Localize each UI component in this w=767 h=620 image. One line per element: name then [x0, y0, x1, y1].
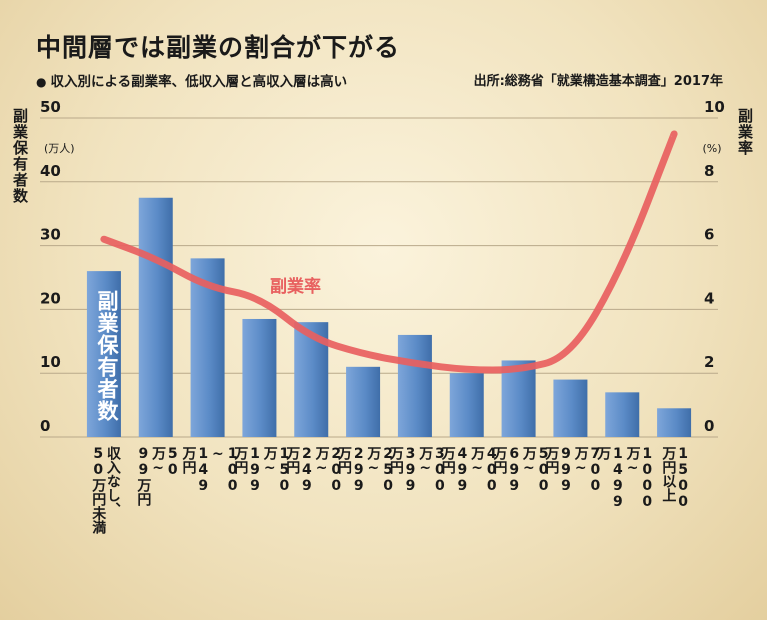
bar [86, 271, 121, 437]
right-tick-label: 10 [704, 98, 725, 116]
right-tick-label: 2 [704, 353, 714, 371]
bar [346, 366, 381, 437]
right-tick-label: 0 [704, 417, 714, 435]
left-tick-label: 0 [40, 417, 50, 435]
bar [242, 318, 277, 437]
left-tick-label: 10 [40, 353, 61, 371]
subtitle-text: 収入別による副業率、低収入層と高収入層は高い [50, 74, 348, 90]
x-tick-label: 700 万~ 999 万円 [543, 446, 604, 494]
x-tick-label: 100 ~ 149 万円 [180, 446, 241, 494]
right-tick-label: 8 [704, 162, 714, 180]
left-tick-label: 50 [40, 98, 61, 116]
x-tick-label: 300 万~ 399 万円 [387, 446, 448, 494]
x-tick-label: 1500 万円以上 [660, 446, 692, 510]
x-tick-label: 250 万~ 299 万円 [336, 446, 397, 494]
left-tick-label: 40 [40, 162, 61, 180]
left-axis-title: 副業保有者数 [11, 108, 29, 204]
x-tick-label: 50 万~ 99万円 [135, 446, 181, 506]
x-tick-label: 150 万~ 199 万円 [232, 446, 293, 494]
right-axis-title: 副業率 [736, 108, 754, 156]
right-axis-unit: (%) [702, 142, 721, 155]
bar [605, 392, 640, 437]
x-tick-label: 400 万~ 499 万円 [439, 446, 500, 494]
chart-title: 中間層では副業の割合が下がる [36, 33, 401, 62]
right-tick-label: 6 [704, 226, 714, 244]
bar [138, 197, 173, 437]
x-tick-label: 収入なし、 50万円未満 [90, 446, 121, 534]
left-tick-label: 20 [40, 289, 61, 307]
bar [501, 360, 536, 437]
line-series-label: 副業率 [270, 277, 321, 297]
x-tick-label: 200 万~ 249 万円 [284, 446, 345, 494]
x-tick-label: 500 万~ 699 万円 [491, 446, 552, 494]
source-note: 出所:総務省「就業構造基本調査」2017年 [473, 74, 723, 89]
right-tick-label: 4 [704, 289, 714, 307]
bar [449, 373, 484, 437]
chart-subtitle: ● 収入別による副業率、低収入層と高収入層は高い [36, 70, 347, 90]
bullet-icon: ● [36, 75, 47, 89]
x-tick-label: 1000 万~ 1499 万 [595, 446, 656, 510]
line-series [100, 130, 678, 374]
left-tick-label: 30 [40, 226, 61, 244]
left-axis-unit: (万人) [44, 142, 75, 155]
bar [397, 334, 432, 437]
bar [657, 408, 692, 437]
bar-series-label: 副業保有者数 [95, 290, 119, 422]
bar [553, 379, 588, 437]
